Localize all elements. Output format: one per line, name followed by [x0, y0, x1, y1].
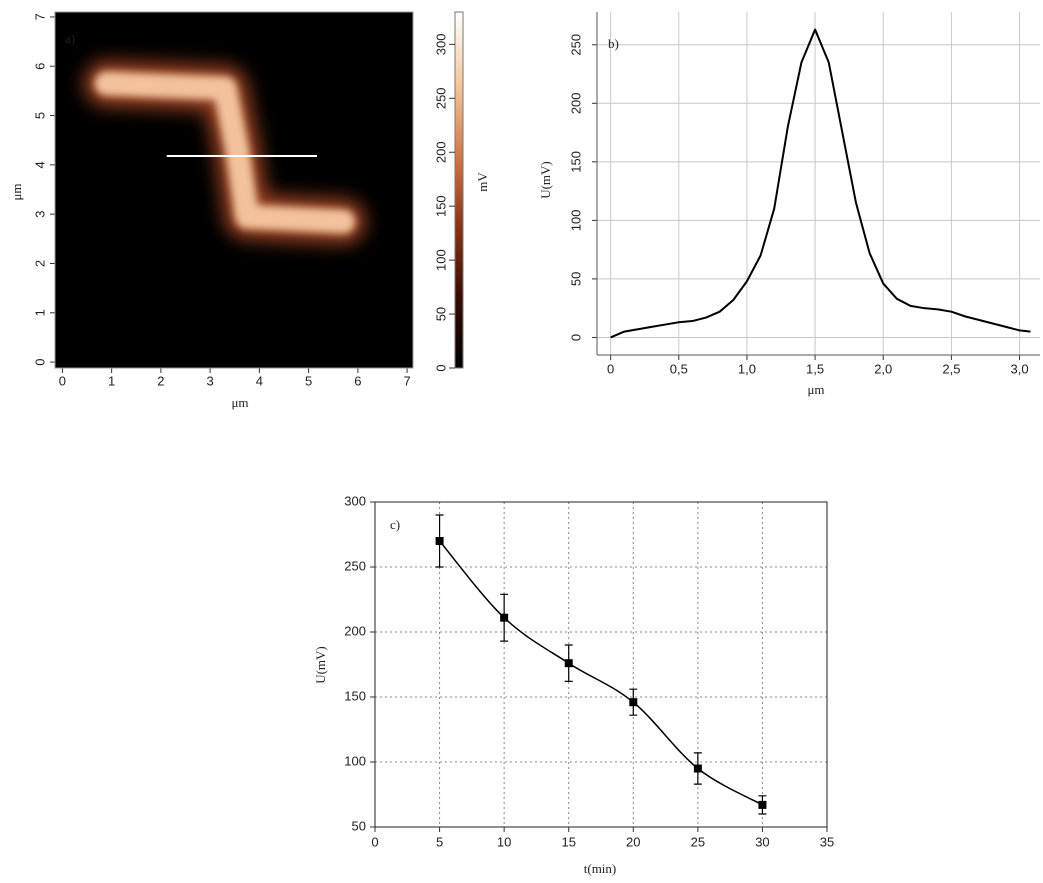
colorbar-tick-label: 250: [433, 87, 448, 109]
x-tick-label: 3,0: [1011, 361, 1029, 376]
x-tick-label: 5: [436, 834, 443, 849]
x-tick-label: 35: [820, 834, 834, 849]
x-tick-label: 3: [206, 373, 213, 388]
ridge-core: [94, 71, 356, 234]
y-tick-label: 250: [568, 34, 583, 56]
colorbar-tick-label: 100: [433, 249, 448, 271]
panel-label: a): [65, 31, 75, 46]
colorbar: [454, 11, 464, 369]
x-axis-label: μm: [807, 382, 824, 397]
colorbar-tick-label: 50: [433, 307, 448, 321]
y-tick-label: 200: [344, 623, 366, 638]
x-tick-label: 4: [256, 373, 263, 388]
plot-frame: [54, 11, 414, 369]
x-tick-label: 2: [157, 373, 164, 388]
data-point: [758, 800, 767, 809]
x-tick-label: 5: [305, 373, 312, 388]
data-point: [564, 659, 573, 668]
panel-label: b): [608, 36, 619, 51]
x-tick-label: 1: [108, 373, 115, 388]
colorbar-tick-label: 150: [433, 195, 448, 217]
colorbar-label: mV: [475, 172, 490, 192]
y-tick-label: 0: [32, 358, 47, 365]
y-tick-label: 50: [352, 818, 366, 833]
heatmap: [83, 60, 367, 245]
y-axis-label: U(mV): [538, 161, 553, 199]
x-tick-label: 7: [403, 373, 410, 388]
y-tick-label: 100: [344, 753, 366, 768]
y-tick-label: 1: [32, 309, 47, 316]
data-point: [629, 698, 638, 707]
x-axis-label: t(min): [584, 861, 617, 876]
x-tick-label: 0: [371, 834, 378, 849]
y-tick-label: 50: [568, 272, 583, 286]
x-tick-label: 30: [755, 834, 769, 849]
colorbar-tick-label: 0: [433, 364, 448, 371]
profile-curve: [610, 28, 1031, 339]
y-tick-label: 250: [344, 558, 366, 573]
y-tick-label: 7: [32, 13, 47, 20]
x-tick-label: 0,5: [670, 361, 688, 376]
y-tick-label: 6: [32, 63, 47, 70]
y-tick-label: 5: [32, 112, 47, 119]
y-tick-label: 0: [568, 334, 583, 341]
x-axis-label: μm: [231, 395, 248, 410]
plot-frame: [374, 501, 828, 828]
y-tick-label: 100: [568, 210, 583, 232]
x-tick-label: 10: [497, 834, 511, 849]
y-tick-label: 300: [344, 493, 366, 508]
colorbar-tick-label: 200: [433, 141, 448, 163]
y-tick-label: 3: [32, 211, 47, 218]
y-tick-label: 2: [32, 260, 47, 267]
trend-curve: [438, 540, 763, 806]
x-tick-label: 15: [561, 834, 575, 849]
x-tick-label: 1,5: [806, 361, 824, 376]
x-tick-label: 2,0: [874, 361, 892, 376]
y-tick-label: 200: [568, 92, 583, 114]
colorbar-tick-label: 300: [433, 34, 448, 56]
x-tick-label: 25: [691, 834, 705, 849]
y-axis-label: U(mV): [313, 646, 328, 684]
x-tick-label: 0: [607, 361, 614, 376]
y-tick-label: 4: [32, 161, 47, 168]
data-point: [435, 537, 444, 545]
y-tick-label: 150: [344, 688, 366, 703]
x-tick-label: 6: [354, 373, 361, 388]
panel-label: c): [390, 517, 400, 532]
x-tick-label: 20: [626, 834, 640, 849]
x-tick-label: 0: [59, 373, 66, 388]
x-tick-label: 2,5: [942, 361, 960, 376]
y-axis-label: μm: [9, 183, 24, 200]
y-tick-label: 150: [568, 151, 583, 173]
x-tick-label: 1,0: [738, 361, 756, 376]
data-point: [500, 613, 509, 622]
data-point: [693, 764, 702, 773]
